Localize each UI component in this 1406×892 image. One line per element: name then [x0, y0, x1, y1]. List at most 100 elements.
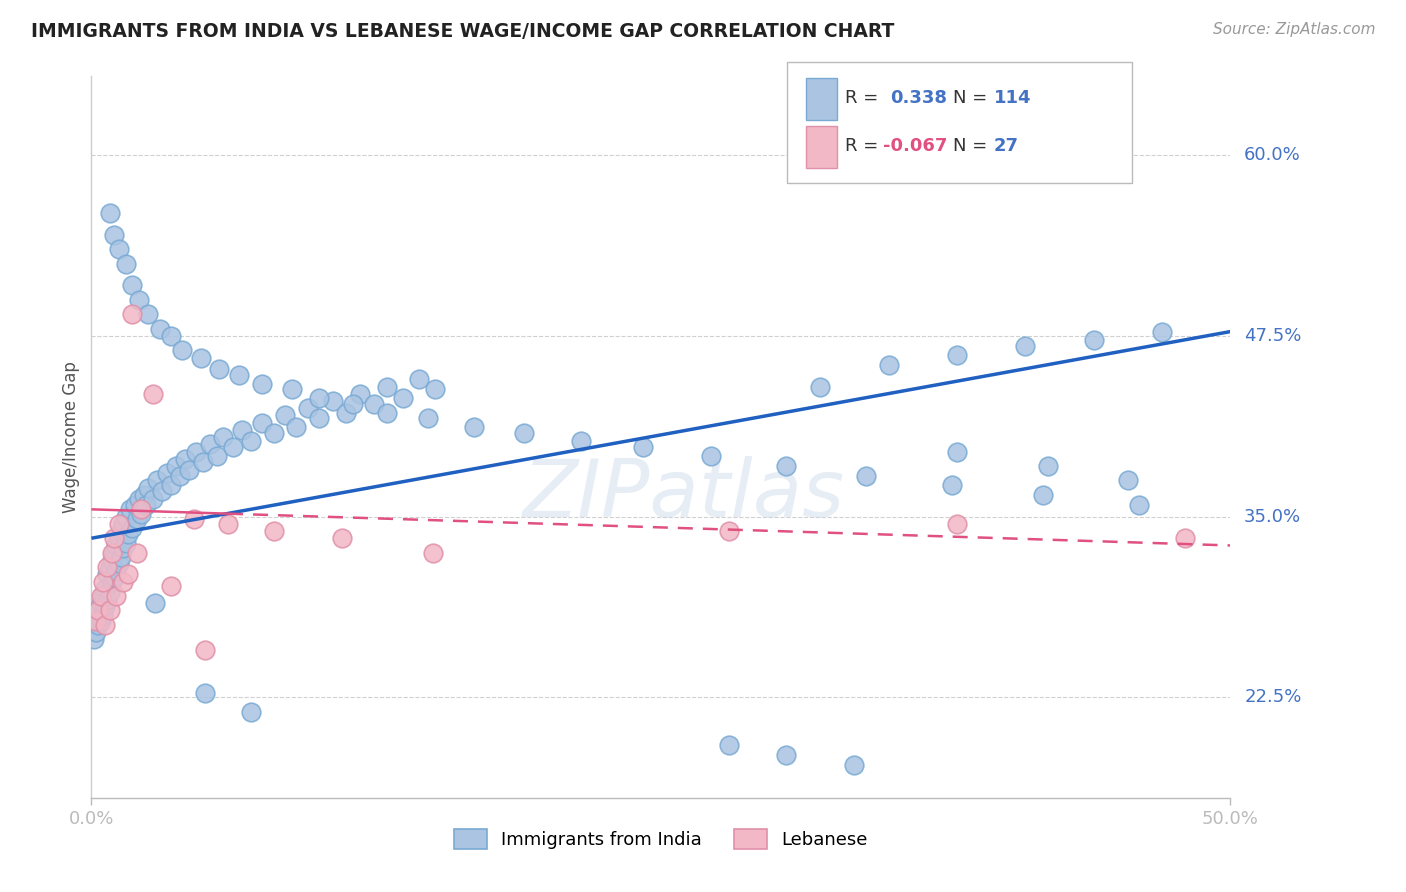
- Point: [98, 560, 121, 574]
- Point: [844, 758, 866, 772]
- Point: [217, 516, 239, 531]
- Point: [143, 596, 166, 610]
- Point: [718, 738, 741, 752]
- Point: [212, 430, 235, 444]
- Point: [105, 538, 128, 552]
- Point: [84, 625, 107, 640]
- Point: [855, 469, 877, 483]
- Point: [179, 463, 201, 477]
- Point: [281, 383, 304, 397]
- Point: [1174, 531, 1197, 545]
- Point: [775, 458, 797, 473]
- Text: -0.067: -0.067: [883, 137, 948, 155]
- Point: [513, 425, 536, 440]
- Point: [103, 227, 125, 242]
- Point: [363, 397, 385, 411]
- Point: [107, 516, 129, 531]
- Point: [98, 603, 121, 617]
- Point: [112, 574, 135, 589]
- Point: [1116, 474, 1139, 488]
- Point: [103, 570, 125, 584]
- Point: [335, 405, 357, 419]
- Point: [128, 293, 150, 307]
- Point: [1036, 458, 1059, 473]
- Text: 60.0%: 60.0%: [1244, 146, 1301, 164]
- Point: [84, 614, 107, 628]
- Point: [198, 437, 221, 451]
- Point: [110, 524, 132, 538]
- Point: [91, 607, 114, 622]
- Point: [121, 307, 143, 321]
- Point: [173, 451, 195, 466]
- Text: 47.5%: 47.5%: [1244, 327, 1302, 345]
- Legend: Immigrants from India, Lebanese: Immigrants from India, Lebanese: [446, 820, 876, 858]
- Point: [128, 492, 150, 507]
- Point: [142, 492, 165, 507]
- Point: [631, 440, 654, 454]
- Point: [91, 574, 114, 589]
- Point: [96, 567, 118, 582]
- Point: [91, 589, 114, 603]
- Text: N =: N =: [953, 137, 987, 155]
- Text: R =: R =: [845, 137, 884, 155]
- Point: [274, 409, 297, 423]
- Point: [228, 368, 250, 382]
- Point: [124, 498, 146, 512]
- Point: [138, 307, 160, 321]
- Point: [114, 509, 136, 524]
- Point: [425, 383, 447, 397]
- Point: [110, 549, 132, 564]
- Point: [117, 567, 139, 582]
- Point: [117, 527, 139, 541]
- Point: [114, 257, 136, 271]
- Point: [808, 379, 831, 393]
- Point: [263, 524, 285, 538]
- Point: [377, 405, 399, 419]
- Point: [349, 386, 371, 401]
- Point: [105, 589, 128, 603]
- Point: [250, 416, 273, 430]
- Point: [89, 589, 111, 603]
- Point: [392, 391, 415, 405]
- Point: [231, 423, 253, 437]
- Point: [142, 386, 165, 401]
- Point: [107, 531, 129, 545]
- Point: [169, 469, 191, 483]
- Point: [131, 502, 153, 516]
- Text: N =: N =: [953, 89, 987, 107]
- Point: [422, 546, 444, 560]
- Point: [1083, 333, 1105, 347]
- Text: IMMIGRANTS FROM INDIA VS LEBANESE WAGE/INCOME GAP CORRELATION CHART: IMMIGRANTS FROM INDIA VS LEBANESE WAGE/I…: [31, 22, 894, 41]
- Point: [1014, 339, 1036, 353]
- Y-axis label: Wage/Income Gap: Wage/Income Gap: [62, 361, 80, 513]
- Point: [250, 376, 273, 391]
- Point: [569, 434, 592, 449]
- Point: [132, 488, 155, 502]
- Text: 27: 27: [994, 137, 1019, 155]
- Point: [946, 516, 969, 531]
- Point: [308, 411, 330, 425]
- Point: [221, 440, 243, 454]
- Point: [418, 411, 440, 425]
- Point: [322, 394, 344, 409]
- Point: [165, 458, 187, 473]
- Point: [160, 329, 183, 343]
- Point: [112, 516, 135, 531]
- Point: [131, 507, 153, 521]
- Point: [87, 618, 110, 632]
- Text: Source: ZipAtlas.com: Source: ZipAtlas.com: [1212, 22, 1375, 37]
- Point: [112, 541, 135, 556]
- Point: [89, 596, 111, 610]
- Point: [877, 358, 900, 372]
- Point: [150, 483, 173, 498]
- Point: [101, 553, 124, 567]
- Point: [103, 546, 125, 560]
- Point: [114, 535, 136, 549]
- Point: [239, 705, 262, 719]
- Point: [94, 599, 117, 614]
- Point: [94, 618, 117, 632]
- Point: [101, 574, 124, 589]
- Point: [191, 455, 214, 469]
- Text: R =: R =: [845, 89, 884, 107]
- Point: [149, 322, 172, 336]
